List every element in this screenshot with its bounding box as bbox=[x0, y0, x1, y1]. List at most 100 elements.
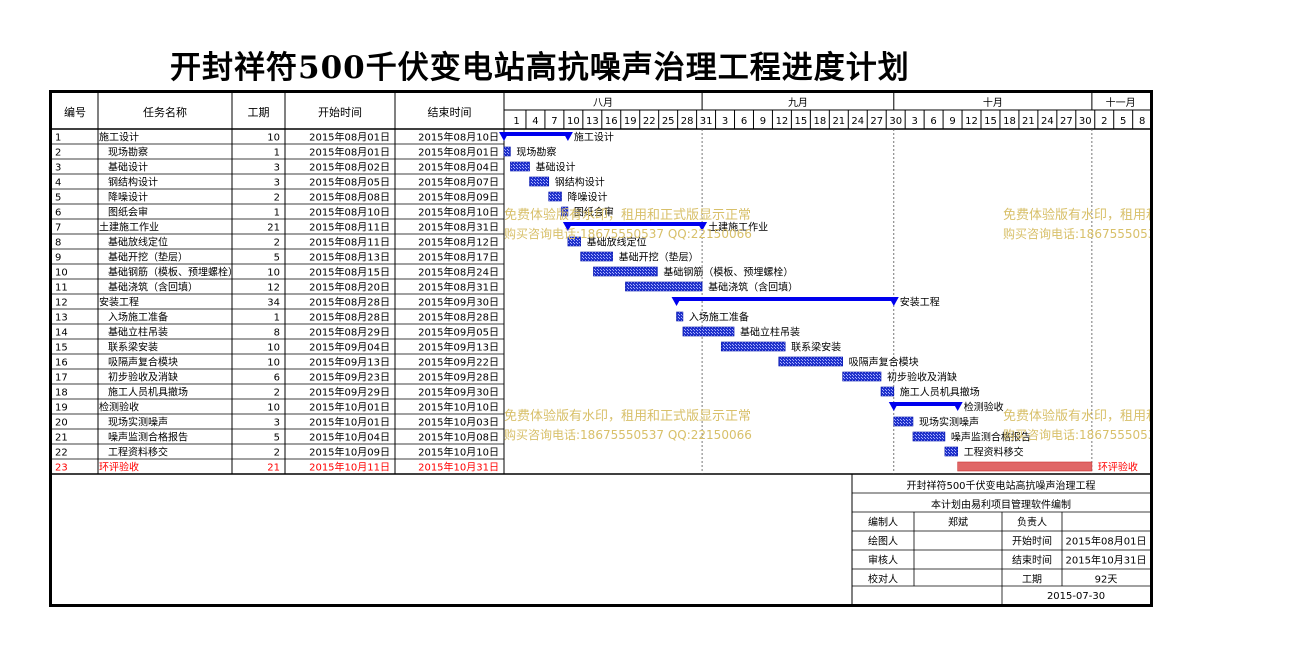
task-no: 14 bbox=[55, 328, 68, 339]
summary-start-marker bbox=[671, 297, 682, 306]
task-duration: 5 bbox=[274, 433, 280, 444]
summary-end-marker bbox=[952, 402, 963, 411]
column-header-name: 任务名称 bbox=[143, 105, 187, 119]
day-tick-label: 24 bbox=[851, 116, 864, 127]
bar-label: 吸隔声复合模块 bbox=[849, 356, 919, 369]
summary-bar bbox=[567, 222, 703, 226]
summary-end-marker bbox=[562, 132, 573, 141]
summary-start-marker bbox=[562, 222, 573, 231]
day-tick-label: 28 bbox=[681, 116, 694, 127]
bar-label: 检测验收 bbox=[964, 401, 1004, 414]
bar-label: 基础钢筋（模板、预埋螺栓） bbox=[663, 266, 793, 279]
task-name: 入场施工准备 bbox=[108, 311, 168, 324]
task-bar bbox=[529, 176, 550, 187]
task-name: 联系梁安装 bbox=[108, 341, 158, 354]
task-bar bbox=[880, 386, 895, 397]
task-name: 噪声监测合格报告 bbox=[108, 431, 188, 444]
page-title: 开封祥符500千伏变电站高抗噪声治理工程进度计划 bbox=[170, 50, 910, 86]
task-name: 基础开挖（垫层） bbox=[108, 251, 188, 264]
task-end: 2015年10月31日 bbox=[418, 461, 499, 474]
task-name: 施工人员机具撤场 bbox=[108, 386, 188, 399]
bar-label: 施工人员机具撤场 bbox=[900, 386, 980, 399]
info-label-end: 结束时间 bbox=[1012, 554, 1052, 567]
task-start: 2015年08月02日 bbox=[309, 161, 390, 174]
bar-label: 基础浇筑（含回填） bbox=[708, 281, 798, 294]
task-end: 2015年08月24日 bbox=[418, 266, 499, 279]
task-end: 2015年08月09日 bbox=[418, 191, 499, 204]
task-start: 2015年08月28日 bbox=[309, 311, 390, 324]
day-tick-label: 30 bbox=[1079, 116, 1092, 127]
task-bar bbox=[593, 266, 658, 277]
gantt-frame: 编号 任务名称 工期 开始时间 结束时间 八月 九月 十月 十一月 1 4 7 10 13 16 19 22 25… bbox=[49, 90, 1251, 607]
task-start: 2015年09月13日 bbox=[309, 356, 390, 369]
task-name: 图纸会审 bbox=[108, 206, 148, 219]
task-duration: 5 bbox=[274, 253, 280, 264]
task-end: 2015年08月12日 bbox=[418, 236, 499, 249]
month-label: 十月 bbox=[983, 96, 1003, 109]
info-label-duration: 工期 bbox=[1022, 574, 1042, 586]
info-label-checker: 校对人 bbox=[868, 573, 898, 586]
day-tick-label: 12 bbox=[965, 116, 978, 127]
task-no: 11 bbox=[55, 283, 68, 294]
task-duration: 2 bbox=[274, 193, 280, 204]
task-duration: 3 bbox=[274, 163, 280, 174]
task-start: 2015年08月01日 bbox=[309, 131, 390, 144]
watermark-line: 购买咨询电话:18675550537 QQ:22150066 bbox=[1003, 427, 1150, 442]
task-end: 2015年08月04日 bbox=[418, 161, 499, 174]
task-bar bbox=[561, 206, 569, 217]
task-bar bbox=[778, 356, 843, 367]
watermark-line: 免费体验版有水印，租用和正式版显示正常 bbox=[1003, 408, 1150, 424]
month-label: 八月 bbox=[593, 97, 613, 109]
task-start: 2015年09月04日 bbox=[309, 341, 390, 354]
info-label-reviewer: 审核人 bbox=[868, 554, 898, 567]
task-no: 5 bbox=[55, 193, 61, 204]
task-no: 4 bbox=[55, 178, 61, 189]
task-start: 2015年10月01日 bbox=[309, 416, 390, 429]
task-end: 2015年08月01日 bbox=[418, 146, 499, 159]
info-project-name: 开封祥符500千伏变电站高抗噪声治理工程 bbox=[906, 479, 1095, 492]
task-end: 2015年10月08日 bbox=[418, 431, 499, 444]
day-tick-label: 3 bbox=[911, 116, 917, 127]
task-duration: 10 bbox=[267, 133, 280, 144]
task-no: 6 bbox=[55, 208, 61, 219]
task-duration: 12 bbox=[267, 283, 280, 294]
task-no: 2 bbox=[55, 148, 61, 159]
day-tick-label: 10 bbox=[567, 116, 580, 127]
day-tick-label: 6 bbox=[741, 116, 747, 127]
bar-label: 施工设计 bbox=[574, 131, 614, 144]
task-no: 19 bbox=[55, 403, 68, 414]
task-no: 16 bbox=[55, 358, 68, 369]
task-duration: 3 bbox=[274, 178, 280, 189]
bar-label: 基础立柱吊装 bbox=[740, 326, 800, 339]
task-end: 2015年09月28日 bbox=[418, 371, 499, 384]
task-no: 10 bbox=[55, 268, 68, 279]
task-start: 2015年10月11日 bbox=[309, 461, 390, 474]
month-label: 十一月 bbox=[1106, 96, 1136, 109]
task-end: 2015年09月22日 bbox=[418, 356, 499, 369]
summary-bar bbox=[504, 132, 568, 136]
watermark-line: 免费体验版有水印，租用和正式版显示正常 bbox=[504, 207, 751, 223]
task-duration: 21 bbox=[267, 223, 280, 234]
task-name: 检测验收 bbox=[99, 401, 139, 414]
task-no: 13 bbox=[55, 313, 68, 324]
task-start: 2015年08月01日 bbox=[309, 146, 390, 159]
bar-label: 入场施工准备 bbox=[689, 311, 749, 324]
day-tick-label: 22 bbox=[643, 116, 656, 127]
task-start: 2015年08月13日 bbox=[309, 251, 390, 264]
day-tick-label: 9 bbox=[949, 116, 955, 127]
day-tick-label: 24 bbox=[1041, 116, 1054, 127]
task-end: 2015年08月10日 bbox=[418, 206, 499, 219]
task-start: 2015年08月15日 bbox=[309, 266, 390, 279]
column-header-duration: 工期 bbox=[248, 106, 270, 119]
day-tick-label: 2 bbox=[1101, 116, 1107, 127]
summary-end-marker bbox=[888, 297, 899, 306]
task-duration: 21 bbox=[267, 463, 280, 474]
task-no: 17 bbox=[55, 373, 68, 384]
task-duration: 8 bbox=[274, 328, 280, 339]
task-name: 环评验收 bbox=[99, 461, 139, 474]
task-duration: 10 bbox=[267, 358, 280, 369]
task-duration: 10 bbox=[267, 268, 280, 279]
task-name: 现场实测噪声 bbox=[108, 416, 168, 429]
task-end: 2015年09月30日 bbox=[418, 386, 499, 399]
bar-label: 现场实测噪声 bbox=[919, 416, 979, 429]
